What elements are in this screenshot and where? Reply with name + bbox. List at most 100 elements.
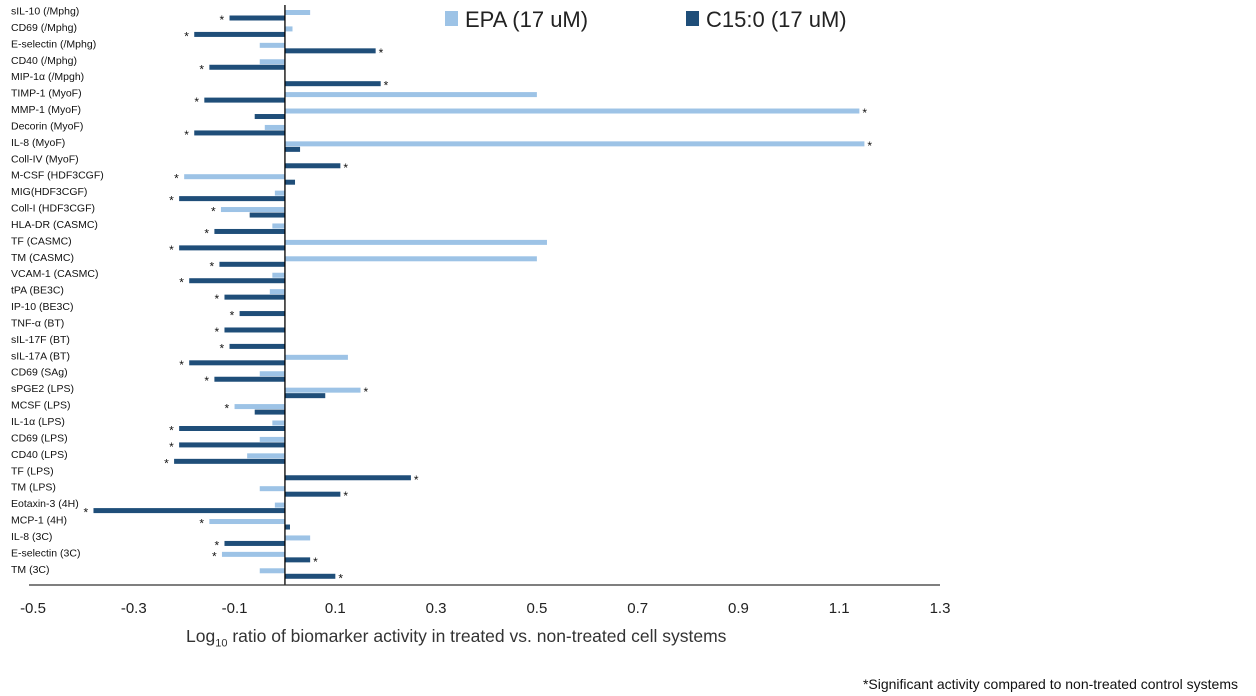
bar-epa (259, 568, 285, 574)
significance-star: * (194, 95, 199, 109)
bar-epa (269, 289, 285, 295)
bar-c15 (189, 360, 285, 366)
bar-c15 (284, 179, 296, 185)
category-label: CD69 (/Mphg) (11, 22, 77, 34)
bar-epa (221, 551, 285, 557)
bar-c15 (174, 458, 285, 464)
significance-star: * (169, 424, 174, 438)
bar-epa (284, 108, 860, 114)
x-tick-label: 0.5 (526, 600, 547, 617)
significance-star: * (169, 194, 174, 208)
category-labels: sIL-10 (/Mphg) CD69 (/Mphg) E-selectin (/M… (11, 6, 104, 576)
bar-c15 (224, 327, 285, 333)
bar-epa (284, 10, 311, 15)
legend-swatch-epa (445, 11, 458, 26)
bar-c15 (239, 311, 285, 317)
significance-star: * (214, 292, 219, 306)
x-tick-label: -0.1 (222, 600, 248, 617)
significance-star: * (384, 79, 389, 93)
significance-star: * (199, 62, 204, 76)
bar-epa (247, 453, 285, 459)
x-tick-label: 0.7 (627, 600, 648, 617)
x-axis-title-main: Log (186, 626, 216, 646)
bar-c15 (224, 540, 285, 546)
significance-star: * (867, 139, 872, 153)
x-tick-label: 0.3 (426, 600, 447, 617)
category-label: sPGE2 (LPS) (11, 383, 74, 395)
bar-c15 (284, 146, 301, 152)
category-label: sIL-10 (/Mphg) (11, 6, 79, 18)
bar-epa (284, 239, 547, 245)
significance-star: * (220, 13, 225, 27)
significance-star: * (184, 128, 189, 142)
bar-c15 (284, 573, 336, 579)
bar-c15 (189, 278, 285, 284)
significance-star: * (174, 172, 179, 186)
bar-epa (220, 207, 285, 213)
significance-star: * (212, 549, 217, 563)
category-label: sIL-17A (BT) (11, 350, 70, 362)
bar-c15 (179, 245, 285, 251)
bar-c15 (179, 426, 285, 431)
bar-epa (259, 436, 285, 442)
bar-c15 (179, 196, 285, 202)
bar-epa (274, 502, 285, 508)
bar-epa (284, 92, 537, 98)
significance-star: * (214, 325, 219, 339)
bar-c15 (284, 491, 341, 497)
significance-star: * (204, 226, 209, 240)
bar-c15 (284, 81, 381, 87)
significance-markers: ********************************** ** (83, 13, 872, 585)
legend-label-epa: EPA (17 uM) (465, 7, 588, 32)
bar-epa (264, 124, 285, 130)
category-label: CD69 (LPS) (11, 432, 68, 444)
category-label: sIL-17F (BT) (11, 334, 70, 346)
significance-star: * (164, 456, 169, 470)
category-label: MCSF (LPS) (11, 400, 71, 412)
bar-epa (259, 371, 285, 377)
bar-epa (184, 174, 285, 180)
bar-c15 (219, 261, 285, 267)
bar-epa (284, 256, 537, 262)
bar-c15 (284, 557, 311, 563)
legend-label-c15: C15:0 (17 uM) (706, 7, 847, 32)
bar-epa (272, 223, 285, 229)
category-label: CD40 (/Mphg) (11, 55, 77, 67)
bar-c15 (254, 409, 285, 415)
x-axis: -0.5 -0.3 -0.1 0.1 0.3 0.5 0.7 0.9 1.1 1.3 (20, 5, 950, 617)
significance-star: * (343, 161, 348, 175)
bar-epa (272, 272, 285, 278)
bar-c15 (224, 294, 285, 300)
bar-c15 (284, 163, 341, 169)
significance-star: * (379, 46, 384, 60)
category-label: HLA-DR (CASMC) (11, 219, 98, 231)
bar-c15 (204, 97, 285, 103)
category-label: TM (CASMC) (11, 252, 74, 264)
legend: EPA (17 uM) C15:0 (17 uM) (445, 7, 847, 32)
bar-epa (274, 190, 285, 196)
significance-star: * (184, 29, 189, 43)
bar-c15 (284, 475, 411, 481)
bar-c15 (284, 524, 290, 530)
significance-star: * (169, 440, 174, 454)
category-label: VCAM-1 (CASMC) (11, 268, 99, 280)
category-label: M-CSF (HDF3CGF) (11, 170, 104, 182)
category-label: TM (3C) (11, 564, 50, 576)
bar-c15 (194, 130, 285, 136)
x-axis-title: Log10 ratio of biomarker activity in tre… (186, 626, 726, 650)
bar-epa (259, 59, 285, 65)
bar-c15 (229, 343, 285, 349)
category-label: MCP-1 (4H) (11, 515, 67, 527)
significance-star: * (179, 358, 184, 372)
category-label: TNF-α (BT) (11, 317, 64, 329)
bar-c15 (229, 15, 285, 21)
significance-star: * (313, 555, 318, 569)
bar-c15 (179, 442, 285, 448)
bar-epa (272, 420, 285, 426)
significance-star: * (199, 517, 204, 531)
category-label: E-selectin (/Mphg) (11, 38, 96, 50)
category-label: Coll-I (HDF3CGF) (11, 203, 95, 215)
bars-layer (93, 10, 865, 579)
bar-c15 (254, 114, 285, 120)
